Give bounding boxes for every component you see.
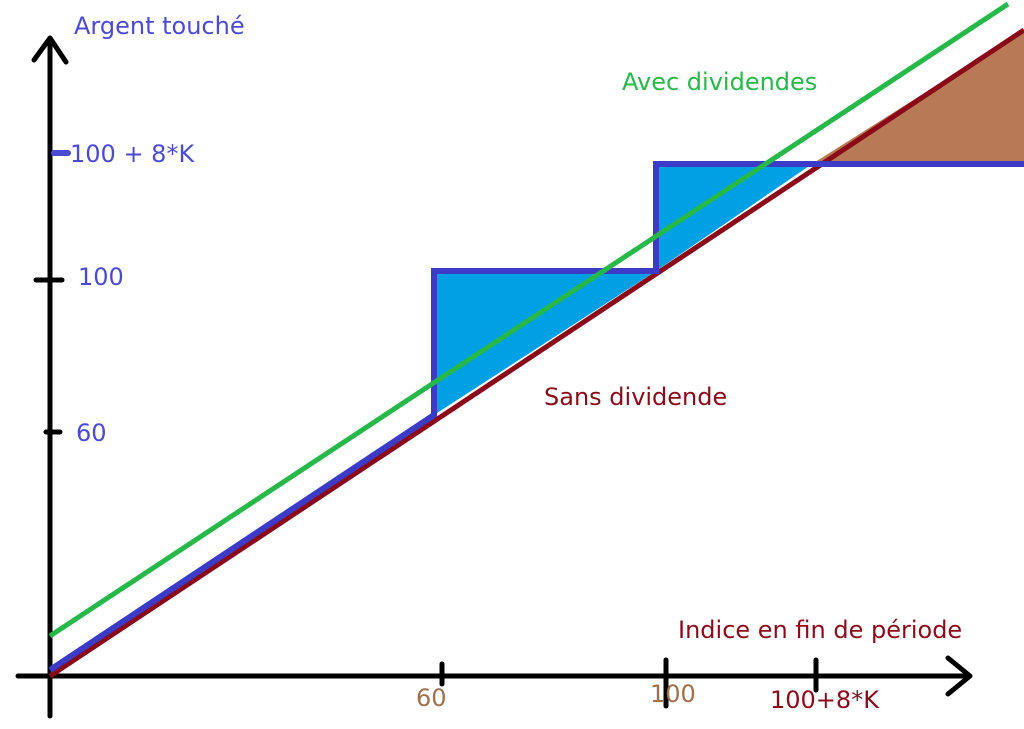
y-tick-label-60: 60 xyxy=(76,419,107,447)
x-tick-label-100-8k: 100+8*K xyxy=(770,686,880,714)
x-tick-label-100: 100 xyxy=(650,680,696,708)
y-tick-label-100: 100 xyxy=(78,263,124,291)
y-axis-arrowhead xyxy=(31,35,69,65)
x-axis-title: Indice en fin de période xyxy=(678,616,962,644)
sans-dividende-line xyxy=(48,27,1024,679)
avec-dividendes-label: Avec dividendes xyxy=(622,68,817,96)
gain-area-fill-2 xyxy=(656,164,812,271)
payoff-step-line xyxy=(48,161,1024,673)
x-tick-label-60: 60 xyxy=(416,684,447,712)
avec-dividendes-line xyxy=(48,1,1010,639)
sans-dividende-label: Sans dividende xyxy=(544,383,727,411)
y-tick-label-100-8k: 100 + 8*K xyxy=(70,140,195,168)
gain-area-fill xyxy=(434,271,656,415)
y-axis-title: Argent touché xyxy=(74,12,245,40)
x-axis-arrowhead xyxy=(945,655,973,697)
